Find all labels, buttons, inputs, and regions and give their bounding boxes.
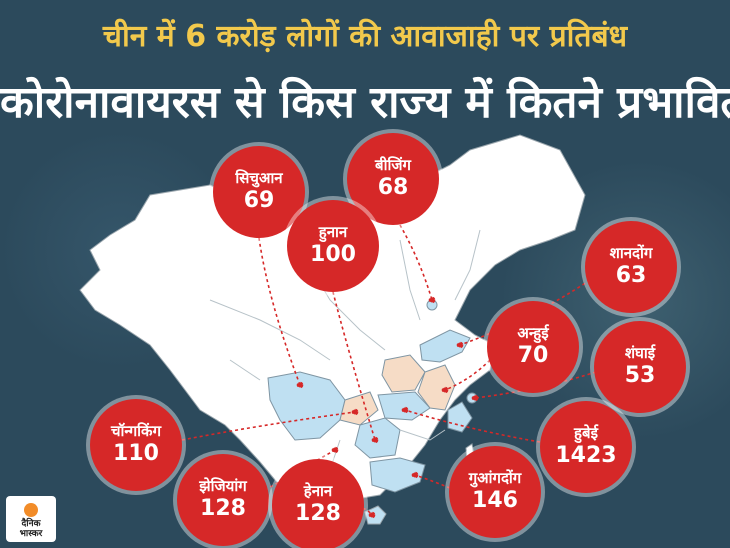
province-name: सिचुआन [235,169,283,187]
badge-hubei: हुबेई 1423 [540,401,632,493]
badge-shanghai: शंघाई 53 [594,321,686,413]
case-count: 128 [295,501,341,526]
leader-guangdong [414,474,451,489]
leader-guangdong-endpoint [411,471,419,479]
province-zhejiang [447,401,473,433]
province-name: शानदोंग [609,244,653,262]
case-count: 69 [243,188,275,213]
headline-title: कोरोनावायरस से किस राज्य में कितने प्रभा… [0,77,730,128]
province-name: गुआंगदोंग [468,469,522,487]
badge-zhejiang: झेजियांग 128 [177,454,269,546]
case-count: 63 [615,263,647,288]
subtitle: चीन में 6 करोड़ लोगों की आवाजाही पर प्रत… [102,19,628,54]
province-anhui [417,364,456,411]
leader-shandong-endpoint [456,341,464,349]
sun-icon [24,503,38,517]
province-name: शंघाई [624,344,656,362]
leader-chongqing [181,411,356,441]
badge-guangdong: गुआंगदोंग 146 [449,446,541,538]
leader-zhejiang [264,449,336,491]
leader-hunan [332,291,376,441]
province-name: झेजियांग [199,477,247,495]
province-name: बीजिंग [375,156,411,174]
province-name: हुनान [318,223,348,241]
leader-anhui-endpoint [441,386,449,394]
leader-sichuan [258,237,301,386]
leader-henan-endpoint [368,511,376,519]
badge-chongqing: चॉन्गकिंग 110 [90,399,182,491]
leader-anhui [444,359,491,391]
leader-henan [349,507,373,521]
badge-hunan: हुनान 100 [287,200,379,292]
case-count: 1423 [555,443,617,468]
province-henan [381,354,426,393]
province-sichuan [267,371,346,441]
case-count: 146 [472,488,518,513]
badge-sichuan: सिचुआन 69 [213,146,305,238]
badge-shandong: शानदोंग 63 [585,221,677,313]
province-chongqing [339,391,379,426]
hainan-island [364,505,387,525]
case-count: 100 [310,242,356,267]
province-guangdong [369,457,426,493]
case-count: 128 [200,496,246,521]
leader-chongqing-endpoint [351,408,359,416]
leader-beijing-endpoint [428,296,436,304]
dainik-bhaskar-logo: दैनिक भास्कर [6,496,56,542]
leader-hunan-endpoint [371,436,379,444]
leader-sichuan-endpoint [296,381,304,389]
province-name: हेनान [303,482,333,500]
badge-henan: हेनान 128 [272,459,364,548]
leader-shanghai-endpoint [471,394,479,402]
leader-zhejiang-endpoint [331,446,339,454]
leader-hubei-endpoint [401,406,409,414]
province-name: चॉन्गकिंग [110,422,162,440]
case-count: 53 [624,363,656,388]
case-count: 70 [517,343,549,368]
province-name: हुबेई [574,424,598,442]
logo-line-1: दैनिक [21,519,41,529]
leader-beijing [399,224,433,301]
province-shandong [419,329,471,363]
case-count: 68 [377,175,409,200]
logo-line-2: भास्कर [19,529,43,539]
province-name: अन्हुई [517,324,549,342]
case-count: 110 [113,441,159,466]
badge-anhui: अन्हुई 70 [487,301,579,393]
